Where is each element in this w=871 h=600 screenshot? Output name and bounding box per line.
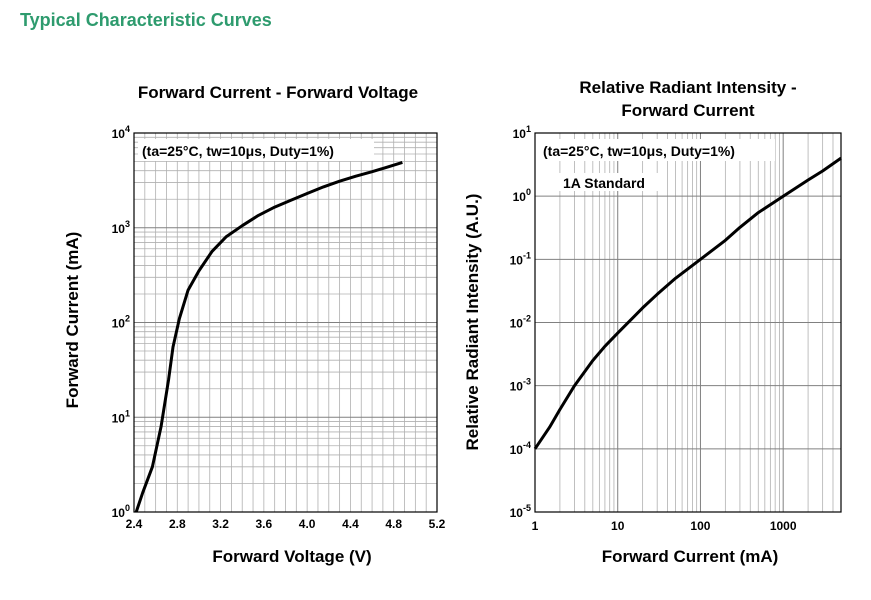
chart1-xlabel: Forward Voltage (V) xyxy=(212,547,371,566)
chart2-ytick-label: 10-5 xyxy=(510,503,531,520)
chart2-annotation: (ta=25°C, tw=10μs, Duty=1%) xyxy=(543,143,735,159)
chart1-xtick-label: 4.0 xyxy=(299,517,316,531)
chart1-series-line xyxy=(134,160,403,513)
chart2-ylabel: Relative Radiant Intensity (A.U.) xyxy=(463,194,482,451)
chart2-ytick-label: 10-2 xyxy=(510,314,531,331)
chart1-xtick-label: 3.6 xyxy=(256,517,273,531)
page-heading: Typical Characteristic Curves xyxy=(20,10,272,30)
chart1-ytick-label: 100 xyxy=(112,503,130,520)
chart2-annotation-bg xyxy=(539,139,775,161)
chart1-xtick-label: 2.8 xyxy=(169,517,186,531)
chart1-xtick-label: 5.2 xyxy=(429,517,446,531)
chart1-ytick-label: 103 xyxy=(112,219,130,236)
chart2-title-line2: Forward Current xyxy=(621,101,755,120)
chart1-xtick-label: 4.4 xyxy=(342,517,359,531)
chart1-frame xyxy=(133,132,438,513)
chart2-title-line1: Relative Radiant Intensity - xyxy=(579,78,796,97)
chart2-series-line xyxy=(533,156,842,450)
chart1-annotation-bg xyxy=(138,139,374,161)
chart2-ytick-label: 10-1 xyxy=(510,250,531,267)
chart2-annotation2-bg xyxy=(559,173,663,191)
chart2-frame xyxy=(534,132,842,513)
chart1-ytick-label: 104 xyxy=(112,124,130,141)
chart2-ytick-label: 10-4 xyxy=(510,440,531,457)
chart1-ytick-label: 101 xyxy=(112,408,130,425)
chart1-xtick-label: 3.2 xyxy=(212,517,229,531)
chart2-xtick-label: 1000 xyxy=(770,519,797,533)
chart2-xlabel: Forward Current (mA) xyxy=(602,547,779,566)
chart2-xtick-label: 1 xyxy=(532,519,539,533)
chart2-ytick-label: 10-3 xyxy=(510,377,531,394)
chart1-xtick-label: 4.8 xyxy=(385,517,402,531)
chart2-xtick-label: 100 xyxy=(690,519,710,533)
chart2-ytick-label: 101 xyxy=(513,124,531,141)
chart1-ytick-label: 102 xyxy=(112,314,130,331)
chart1-xtick-label: 2.4 xyxy=(126,517,143,531)
chart2-xtick-label: 10 xyxy=(611,519,625,533)
chart1-ylabel: Forward Current (mA) xyxy=(63,232,82,409)
chart2-ytick-label: 100 xyxy=(513,187,531,204)
chart1-plot: (ta=25°C, tw=10μs, Duty=1%) 2.4 2.8 3.2 3.6 4… xyxy=(112,124,446,531)
chart2-annotation2: 1A Standard xyxy=(563,175,645,191)
chart1-title: Forward Current - Forward Voltage xyxy=(138,83,418,102)
chart1-annotation: (ta=25°C, tw=10μs, Duty=1%) xyxy=(142,143,334,159)
